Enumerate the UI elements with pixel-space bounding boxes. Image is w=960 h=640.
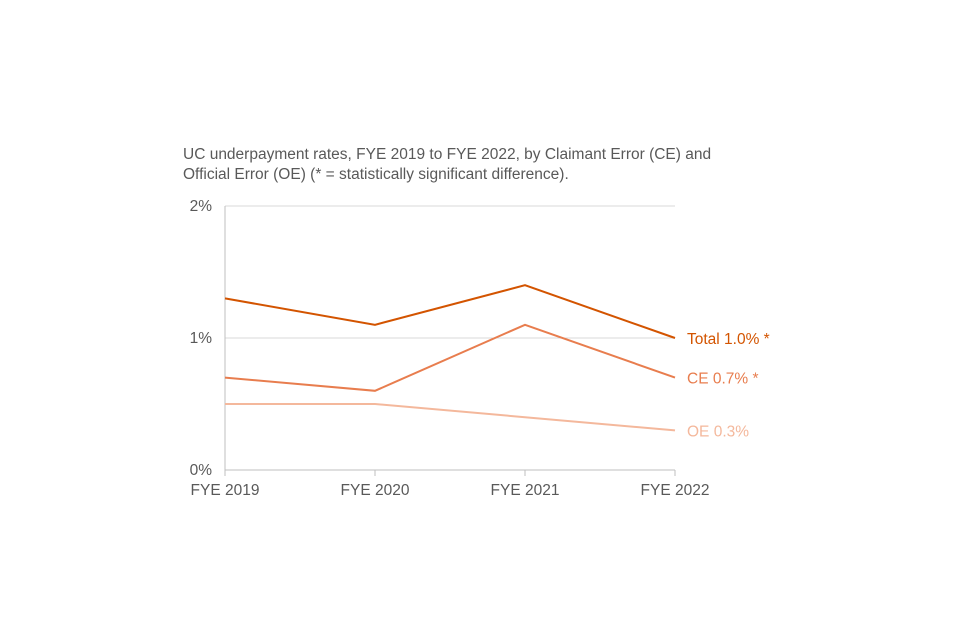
series-end-label-total: Total 1.0% *	[687, 331, 770, 348]
series-line-ce	[224, 323, 676, 392]
series-end-label-oe: OE 0.3%	[687, 423, 749, 440]
chart-title-line-2: Official Error (OE) (* = statistically s…	[183, 166, 569, 183]
series-line-total	[224, 284, 676, 339]
y-tick-label: 0%	[190, 462, 213, 479]
y-tick-label: 1%	[190, 330, 213, 347]
x-tick-label: FYE 2020	[341, 482, 410, 499]
series-line-oe	[225, 403, 676, 432]
y-tick-label: 2%	[190, 198, 213, 215]
x-tick-label: FYE 2022	[641, 482, 710, 499]
x-tick-label: FYE 2019	[191, 482, 260, 499]
x-tick-label: FYE 2021	[491, 482, 560, 499]
chart-title-line-1: UC underpayment rates, FYE 2019 to FYE 2…	[183, 146, 712, 163]
series-end-label-ce: CE 0.7% *	[687, 371, 759, 388]
